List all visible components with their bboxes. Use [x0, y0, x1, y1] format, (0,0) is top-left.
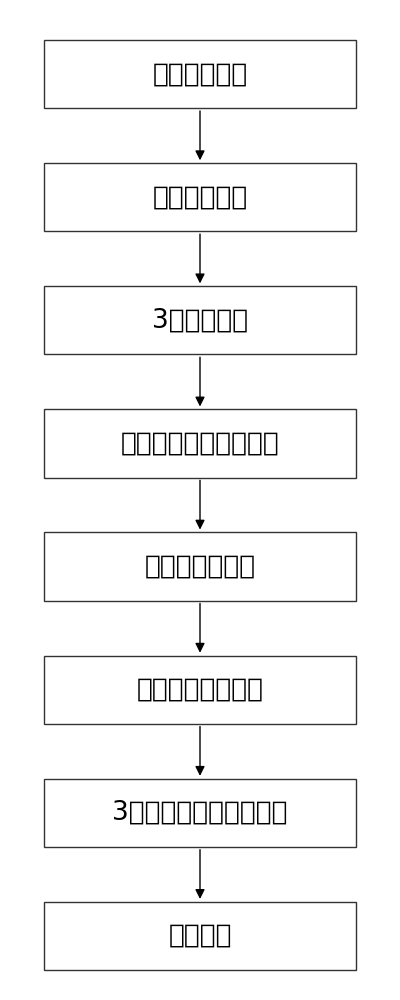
Bar — [44, 532, 356, 601]
Text: 设定小波函数: 设定小波函数 — [152, 184, 248, 210]
Bar — [44, 40, 356, 108]
Text: 极值点的梯度值: 极值点的梯度值 — [144, 554, 256, 580]
Text: 路面信息图像: 路面信息图像 — [152, 61, 248, 87]
Text: 各层小波系数求极值点: 各层小波系数求极值点 — [121, 430, 279, 456]
Bar — [44, 902, 356, 970]
Bar — [44, 286, 356, 354]
Bar — [44, 779, 356, 847]
Bar — [44, 409, 356, 478]
Text: 3层小波分解的结果合并: 3层小波分解的结果合并 — [112, 800, 288, 826]
Bar — [44, 163, 356, 231]
Text: 3层小波变换: 3层小波变换 — [152, 307, 248, 333]
Bar — [44, 656, 356, 724]
Text: 图像边缘: 图像边缘 — [168, 923, 232, 949]
Text: 极值点矩阵归一化: 极值点矩阵归一化 — [136, 677, 264, 703]
